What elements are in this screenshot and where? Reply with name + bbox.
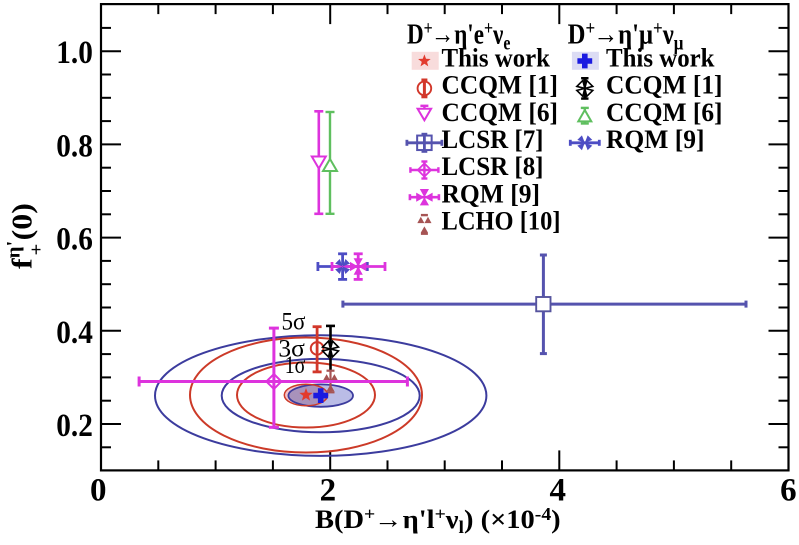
svg-text:4: 4 (550, 472, 567, 508)
svg-text:0: 0 (90, 472, 107, 508)
svg-text:0.8: 0.8 (56, 128, 93, 164)
svg-text:LCSR [8]: LCSR [8] (442, 152, 544, 181)
svg-text:LCHO [10]: LCHO [10] (442, 207, 561, 236)
svg-text:CCQM [6]: CCQM [6] (442, 98, 559, 127)
svg-text:0.4: 0.4 (56, 315, 93, 351)
svg-text:2: 2 (320, 472, 337, 508)
svg-text:CCQM [1]: CCQM [1] (442, 71, 559, 100)
svg-text:CCQM [1]: CCQM [1] (606, 71, 723, 100)
svg-text:0.2: 0.2 (56, 408, 93, 444)
svg-text:fη'+(0): fη' +(0) (3, 203, 47, 269)
svg-text:3σ: 3σ (278, 336, 305, 363)
svg-text:1σ: 1σ (285, 352, 306, 379)
svg-text:6: 6 (780, 472, 797, 508)
svg-text:RQM [9]: RQM [9] (442, 179, 541, 208)
svg-text:0.6: 0.6 (56, 222, 93, 258)
svg-text:RQM [9]: RQM [9] (606, 125, 705, 154)
svg-text:5σ: 5σ (282, 309, 306, 336)
svg-text:CCQM [6]: CCQM [6] (606, 98, 723, 127)
svg-text:LCSR [7]: LCSR [7] (442, 125, 544, 154)
svg-text:This work: This work (606, 43, 715, 72)
svg-text:1.0: 1.0 (56, 35, 93, 71)
svg-text:This work: This work (442, 43, 551, 72)
